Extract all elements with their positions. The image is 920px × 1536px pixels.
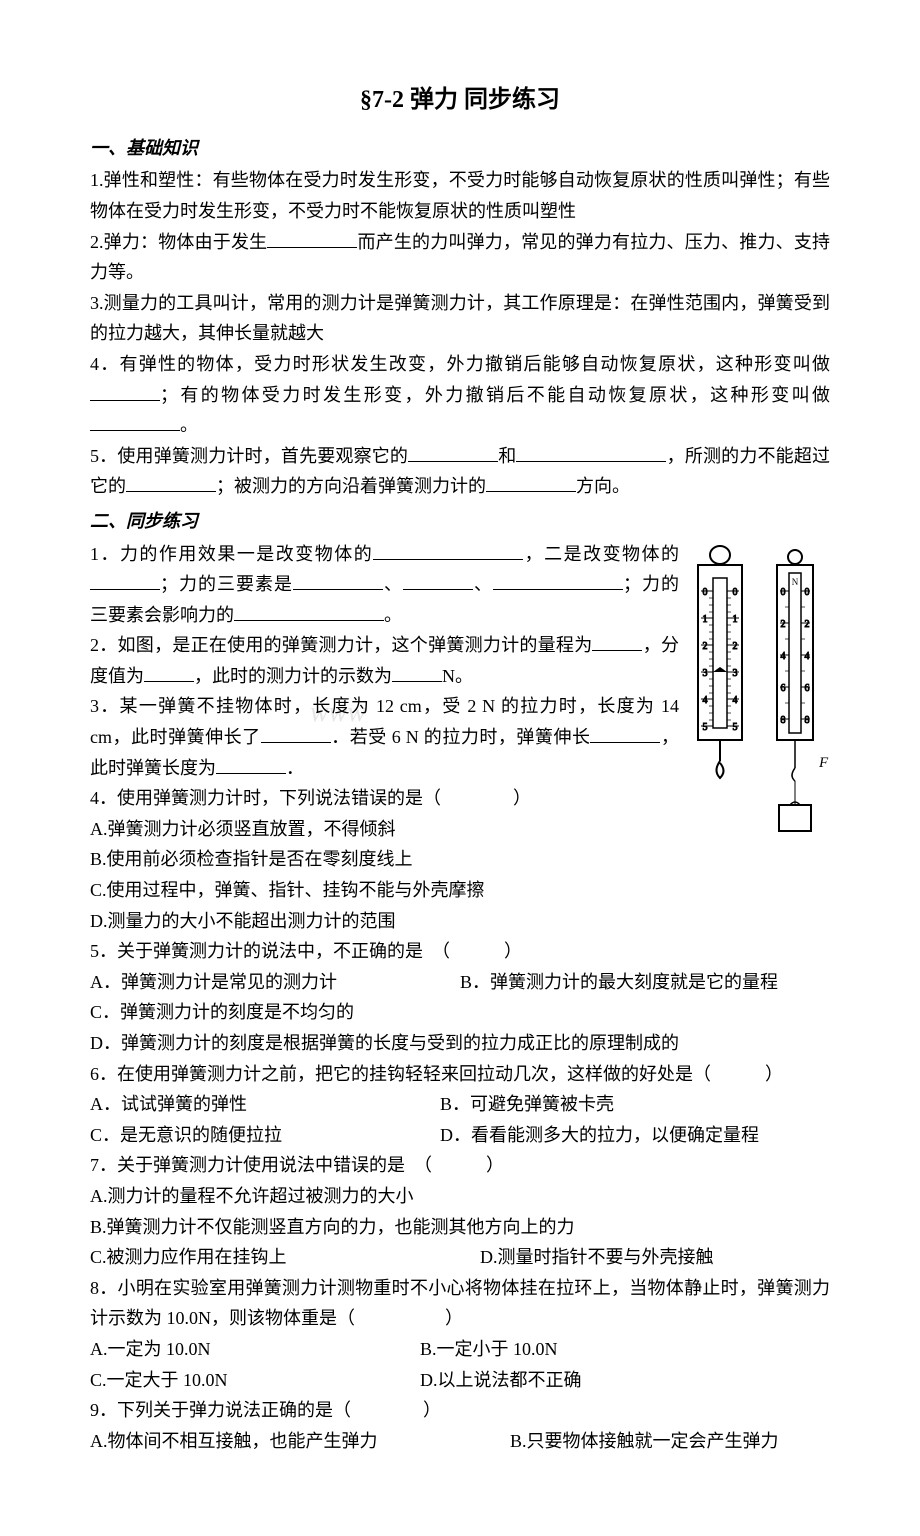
- q1c: ；力的三要素是: [160, 574, 293, 594]
- svg-text:0: 0: [733, 587, 738, 598]
- blank[interactable]: [486, 491, 576, 492]
- q7: 7．关于弹簧测力计使用说法中错误的是 （ ）: [90, 1150, 830, 1181]
- blank[interactable]: [267, 247, 357, 248]
- s1-p4a: 4．有弹性的物体，受力时形状发生改变，外力撤销后能够自动恢复原状，这种形变叫做: [90, 354, 830, 374]
- q9a: A.物体间不相互接触，也能产生弹力: [90, 1426, 450, 1457]
- s1-p5: 5．使用弹簧测力计时，首先要观察它的和，所测的力不能超过它的；被测力的方向沿着弹…: [90, 441, 830, 502]
- blank[interactable]: [408, 461, 498, 462]
- q3b: ．若受 6 N 的拉力时，弹簧伸长: [331, 727, 591, 747]
- section2-header: 二、同步练习: [90, 506, 830, 537]
- s1-p3: 3.测量力的工具叫计，常用的测力计是弹簧测力计，其工作原理是：在弹性范围内，弹簧…: [90, 288, 830, 349]
- q6ab: A．试试弹簧的弹性 B．可避免弹簧被卡壳: [90, 1089, 830, 1120]
- q6c: C．是无意识的随便拉拉: [90, 1120, 380, 1151]
- q8d: D.以上说法都不正确: [420, 1370, 582, 1390]
- q8b: B.一定小于 10.0N: [420, 1339, 558, 1359]
- q6b: B．可避免弹簧被卡壳: [440, 1094, 614, 1114]
- blank[interactable]: [90, 430, 180, 431]
- blank[interactable]: [293, 589, 383, 590]
- blank[interactable]: [403, 589, 473, 590]
- q8cd: C.一定大于 10.0N D.以上说法都不正确: [90, 1365, 830, 1396]
- q7c: C.被测力应作用在挂钩上: [90, 1242, 420, 1273]
- q5ab: A．弹簧测力计是常见的测力计 B．弹簧测力计的最大刻度就是它的量程: [90, 967, 830, 998]
- q6d: D．看看能测多大的拉力，以便确定量程: [440, 1125, 759, 1145]
- svg-text:1: 1: [703, 614, 708, 625]
- blank[interactable]: [216, 773, 286, 774]
- svg-text:4: 4: [805, 651, 810, 662]
- q5a: A．弹簧测力计是常见的测力计: [90, 967, 400, 998]
- s1-p5b: 和: [498, 446, 516, 466]
- q1e: 、: [473, 574, 493, 594]
- q7d: D.测量时指针不要与外壳接触: [480, 1247, 714, 1267]
- q5c: C．弹簧测力计的刻度是不均匀的: [90, 997, 830, 1028]
- q2c: ，此时的测力计的示数为: [194, 666, 392, 686]
- blank[interactable]: [590, 742, 660, 743]
- q7a: A.测力计的量程不允许超过被测力的大小: [90, 1181, 830, 1212]
- svg-text:3: 3: [733, 668, 738, 679]
- blank[interactable]: [126, 491, 216, 492]
- svg-text:2: 2: [781, 619, 786, 630]
- s1-p5d: ；被测力的方向沿着弹簧测力计的: [216, 476, 486, 496]
- svg-text:2: 2: [703, 641, 708, 652]
- svg-text:0: 0: [703, 587, 708, 598]
- section1-header: 一、基础知识: [90, 133, 830, 164]
- q9b: B.只要物体接触就一定会产生弹力: [510, 1431, 779, 1451]
- svg-text:1: 1: [733, 614, 738, 625]
- blank[interactable]: [234, 620, 384, 621]
- s1-p4: 4．有弹性的物体，受力时形状发生改变，外力撤销后能够自动恢复原状，这种形变叫做 ；…: [90, 349, 830, 441]
- blank[interactable]: [261, 742, 331, 743]
- svg-text:0: 0: [805, 587, 810, 598]
- q8ab: A.一定为 10.0N B.一定小于 10.0N: [90, 1334, 830, 1365]
- q8a: A.一定为 10.0N: [90, 1334, 360, 1365]
- blank[interactable]: [592, 650, 642, 651]
- page-title: §7-2 弹力 同步练习: [90, 80, 830, 121]
- blank[interactable]: [373, 559, 523, 560]
- blank[interactable]: [90, 400, 160, 401]
- q4c: C.使用过程中，弹簧、指针、挂钩不能与外壳摩擦: [90, 875, 830, 906]
- q2a: 2．如图，是正在使用的弹簧测力计，这个弹簧测力计的量程为: [90, 635, 592, 655]
- q7b: B.弹簧测力计不仅能测竖直方向的力，也能测其他方向上的力: [90, 1212, 830, 1243]
- q2d: N。: [442, 666, 473, 686]
- svg-text:0: 0: [781, 587, 786, 598]
- q6a: A．试试弹簧的弹性: [90, 1089, 380, 1120]
- q5b: B．弹簧测力计的最大刻度就是它的量程: [460, 972, 778, 992]
- q8c: C.一定大于 10.0N: [90, 1365, 360, 1396]
- q4d: D.测量力的大小不能超出测力计的范围: [90, 906, 830, 937]
- s1-p5a: 5．使用弹簧测力计时，首先要观察它的: [90, 446, 408, 466]
- q6: 6．在使用弹簧测力计之前，把它的挂钩轻轻来回拉动几次，这样做的好处是（ ）: [90, 1059, 830, 1090]
- blank[interactable]: [144, 681, 194, 682]
- q7cd: C.被测力应作用在挂钩上 D.测量时指针不要与外壳接触: [90, 1242, 830, 1273]
- blank[interactable]: [493, 589, 623, 590]
- s1-p5e: 方向。: [576, 476, 630, 496]
- s1-p2a: 2.弹力：物体由于发生: [90, 232, 267, 252]
- q1g: 。: [384, 605, 402, 625]
- q1d: 、: [383, 574, 403, 594]
- svg-text:N: N: [792, 577, 799, 587]
- blank[interactable]: [516, 461, 666, 462]
- blank[interactable]: [392, 681, 442, 682]
- right-dynamometer: N 0 0 2 2 4 4 6 6 8 8: [777, 550, 829, 831]
- q9: 9．下列关于弹力说法正确的是（ ）: [90, 1395, 830, 1426]
- q8: 8．小明在实验室用弹簧测力计测物重时不小心将物体挂在拉环上，当物体静止时，弹簧测…: [90, 1273, 830, 1334]
- q1b: ，二是改变物体的: [523, 544, 679, 564]
- q9ab: A.物体间不相互接触，也能产生弹力 B.只要物体接触就一定会产生弹力: [90, 1426, 830, 1457]
- svg-text:3: 3: [703, 668, 708, 679]
- s1-p1: 1.弹性和塑性：有些物体在受力时发生形变，不受力时能够自动恢复原状的性质叫弹性；…: [90, 165, 830, 226]
- blank[interactable]: [90, 589, 160, 590]
- svg-text:2: 2: [733, 641, 738, 652]
- svg-text:2: 2: [805, 619, 810, 630]
- q3: www 3．某一弹簧不挂物体时，长度为 12 cm，受 2 N 的拉力时，长度为…: [90, 691, 830, 783]
- q1a: 1．力的作用效果一是改变物体的: [90, 544, 373, 564]
- s1-p2: 2.弹力：物体由于发生而产生的力叫弹力，常见的弹力有拉力、压力、推力、支持力等。: [90, 227, 830, 288]
- svg-text:4: 4: [781, 651, 786, 662]
- q5: 5．关于弹簧测力计的说法中，不正确的是 （ ）: [90, 936, 830, 967]
- q3d: ．: [286, 758, 304, 778]
- s1-p4b: ；有的物体受力时发生形变，外力撤销后不能自动恢复原状，这种形变叫做: [160, 385, 830, 405]
- s1-p4c: 。: [180, 415, 198, 435]
- q5d: D．弹簧测力计的刻度是根据弹簧的长度与受到的拉力成正比的原理制成的: [90, 1028, 830, 1059]
- q6cd: C．是无意识的随便拉拉 D．看看能测多大的拉力，以便确定量程: [90, 1120, 830, 1151]
